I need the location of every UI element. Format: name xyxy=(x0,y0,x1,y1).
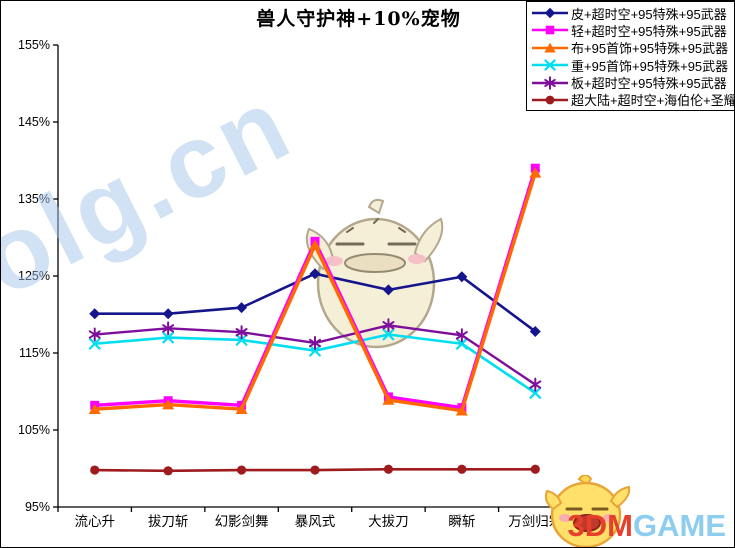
marker-asterisk xyxy=(88,327,101,342)
mascot-brows xyxy=(346,218,406,233)
series-line xyxy=(94,172,537,413)
legend-item-2: 布+95首饰+95特殊+95武器 xyxy=(531,40,732,56)
x-category-label: 暴风式 xyxy=(295,514,336,529)
series-0 xyxy=(89,268,541,337)
legend-label: 板+超时空+95特殊+95武器 xyxy=(571,76,727,92)
brand-logo-3dm: 3DM xyxy=(567,508,633,543)
marker-triangle xyxy=(382,394,395,405)
marker-x xyxy=(162,331,175,344)
series-2 xyxy=(88,167,542,416)
marker-diamond xyxy=(382,284,394,296)
marker-x xyxy=(382,328,395,341)
legend-item-5: 超大陆+超时空+海伯伦+圣耀 xyxy=(531,92,735,109)
legend-item-0: 皮+超时空+95特殊+95武器 xyxy=(531,5,732,22)
marker-diamond xyxy=(456,271,468,283)
marker-triangle xyxy=(309,239,321,250)
marker-triangle xyxy=(88,403,101,415)
legend-item-1: 轻+超时空+95特殊+95武器 xyxy=(531,22,732,39)
legend-marker-circle-icon xyxy=(532,95,568,105)
legend-label: 重+95首饰+95特殊+95武器 xyxy=(571,58,729,74)
legend-marker-triangle-icon xyxy=(532,42,568,53)
marker-x xyxy=(235,334,248,346)
x-category-label: 幻影剑舞 xyxy=(215,514,269,529)
legend-label: 超大陆+超时空+海伯伦+圣耀 xyxy=(571,93,735,109)
marker-asterisk xyxy=(382,318,395,333)
marker-triangle xyxy=(162,399,175,410)
marker-x xyxy=(544,59,556,71)
marker-triangle xyxy=(544,42,556,53)
marker-asterisk xyxy=(235,325,248,340)
x-category-label: 大拔刀 xyxy=(368,514,409,529)
marker-circle xyxy=(545,95,555,105)
marker-triangle xyxy=(455,405,468,416)
y-tick-label: 95% xyxy=(25,500,50,514)
marker-circle xyxy=(310,465,320,475)
marker-circle xyxy=(163,466,173,476)
x-category-label: 万剑归宗 xyxy=(508,513,562,529)
legend-marker-asterisk-icon xyxy=(532,75,568,90)
marker-asterisk xyxy=(455,328,468,343)
y-tick-label: 145% xyxy=(18,115,50,129)
marker-triangle xyxy=(529,167,542,178)
chart-title: 兽人守护神+10%宠物 xyxy=(256,8,461,30)
marker-diamond xyxy=(236,302,248,314)
legend-label: 皮+超时空+95特殊+95武器 xyxy=(571,6,727,22)
marker-circle xyxy=(457,464,467,474)
marker-diamond xyxy=(529,325,541,337)
marker-square xyxy=(545,26,555,35)
marker-x xyxy=(309,344,321,357)
legend-item-4: 板+超时空+95特殊+95武器 xyxy=(531,75,732,91)
series-4 xyxy=(88,318,542,392)
series-line xyxy=(94,272,537,333)
marker-triangle xyxy=(235,403,248,415)
marker-circle xyxy=(90,465,100,475)
marker-diamond xyxy=(162,308,174,320)
mascot-cheek-right xyxy=(408,254,426,264)
marker-circle xyxy=(530,464,540,474)
mascot-tuft xyxy=(367,198,385,215)
mascot-beak xyxy=(344,253,406,273)
y-tick-label: 125% xyxy=(18,269,50,283)
series-line xyxy=(94,324,536,386)
x-category-label: 流心升 xyxy=(74,514,115,529)
y-tick-label: 115% xyxy=(19,346,50,360)
legend-marker-diamond-icon xyxy=(532,7,568,19)
marker-asterisk xyxy=(162,321,175,336)
series-5 xyxy=(90,464,540,476)
marker-diamond xyxy=(309,268,321,280)
legend-label: 轻+超时空+95特殊+95武器 xyxy=(571,23,727,39)
marker-asterisk xyxy=(529,377,542,392)
legend-label: 布+95首饰+95特殊+95武器 xyxy=(571,41,729,57)
brand-logo-game: GAME xyxy=(633,508,726,543)
x-category-label: 瞬斩 xyxy=(448,514,475,529)
marker-diamond xyxy=(544,7,556,19)
marker-x xyxy=(88,337,101,350)
mascot-cheek-left xyxy=(325,256,343,266)
series-3 xyxy=(88,328,542,399)
marker-x xyxy=(529,387,542,399)
marker-circle xyxy=(236,465,247,475)
y-tick-label: 135% xyxy=(18,192,50,206)
marker-x xyxy=(455,337,468,350)
brand-logo: 3DM GAME xyxy=(568,510,726,541)
x-category-label: 拔刀斩 xyxy=(148,514,189,529)
marker-diamond xyxy=(89,308,101,320)
legend-box: 皮+超时空+95特殊+95武器 轻+超时空+95特殊+95武器 布+95首饰+95特… xyxy=(526,1,735,111)
legend-item-3: 重+95首饰+95特殊+95武器 xyxy=(531,57,732,74)
series-line xyxy=(94,167,537,410)
legend-marker-square-icon xyxy=(532,26,568,35)
legend-marker-x-icon xyxy=(532,59,568,71)
marker-asterisk xyxy=(309,335,321,350)
marker-asterisk xyxy=(544,75,556,90)
mascot-wing-right xyxy=(413,217,444,263)
y-tick-label: 105% xyxy=(18,423,50,437)
y-tick-label: 155% xyxy=(18,38,50,52)
marker-circle xyxy=(383,464,394,474)
